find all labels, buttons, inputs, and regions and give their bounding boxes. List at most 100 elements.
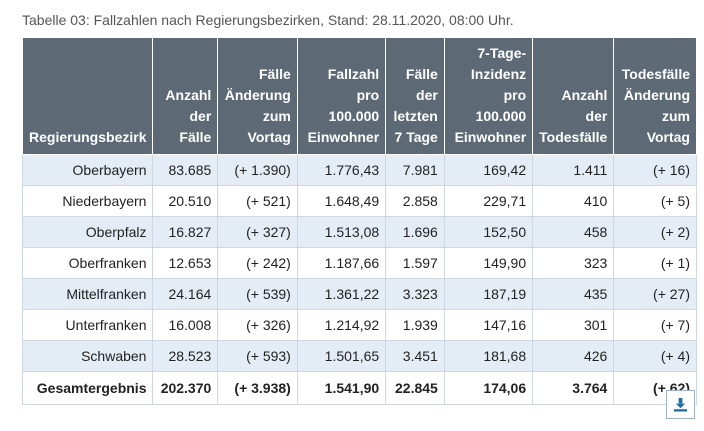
table-row: Oberbayern 83.685 (+ 1.390) 1.776,43 7.9… — [21, 154, 697, 186]
cell-cases-change: (+ 242) — [217, 247, 298, 279]
cell-incidence-7-days: 147,16 — [443, 309, 534, 341]
total-deaths-change: (+ 62) — [613, 371, 697, 405]
cell-deaths-change: (+ 5) — [613, 185, 697, 217]
cell-cases-7-days: 2.858 — [385, 185, 445, 217]
total-deaths: 3.764 — [532, 371, 615, 405]
cell-cases-per-100k: 1.501,65 — [296, 340, 387, 372]
cell-cases: 16.827 — [152, 216, 219, 248]
cell-cases-7-days: 1.696 — [385, 216, 445, 248]
cell-deaths-change: (+ 1) — [613, 247, 697, 279]
col-header-faelle-aenderung[interactable]: Fälle Änderung zum Vortag — [217, 37, 298, 155]
cell-cases: 12.653 — [152, 247, 219, 279]
cell-deaths: 323 — [532, 247, 615, 279]
cell-deaths: 458 — [532, 216, 615, 248]
col-header-line: Änderung — [623, 87, 690, 103]
total-cases-per-100k: 1.541,90 — [296, 371, 387, 405]
col-header-line: Anzahl — [165, 87, 212, 103]
cell-cases-per-100k: 1.776,43 — [296, 154, 387, 186]
cell-cases: 83.685 — [152, 154, 219, 186]
cell-cases: 20.510 — [152, 185, 219, 217]
cell-cases-change: (+ 1.390) — [217, 154, 298, 186]
cell-deaths-change: (+ 4) — [613, 340, 697, 372]
cell-cases: 16.008 — [152, 309, 219, 341]
cell-region: Schwaben — [21, 340, 154, 372]
total-row: Gesamtergebnis 202.370 (+ 3.938) 1.541,9… — [21, 371, 697, 405]
cell-incidence-7-days: 149,90 — [443, 247, 534, 279]
col-header-regierungsbezirk[interactable]: Regierungsbezirk — [21, 37, 154, 155]
col-header-line: Einwohner — [454, 129, 527, 145]
cell-cases-7-days: 1.597 — [385, 247, 445, 279]
cell-deaths-change: (+ 2) — [613, 216, 697, 248]
col-header-line: Regierungsbezirk — [29, 129, 147, 145]
col-header-anzahl-faelle[interactable]: Anzahl der Fälle — [152, 37, 219, 155]
col-header-line: Änderung — [224, 87, 291, 103]
cell-cases-per-100k: 1.214,92 — [296, 309, 387, 341]
cell-cases-change: (+ 326) — [217, 309, 298, 341]
cell-deaths: 426 — [532, 340, 615, 372]
cell-deaths: 410 — [532, 185, 615, 217]
table-row: Oberfranken 12.653 (+ 242) 1.187,66 1.59… — [21, 247, 697, 279]
col-header-line: letzten — [393, 108, 438, 124]
cell-deaths: 435 — [532, 278, 615, 310]
cell-cases-change: (+ 521) — [217, 185, 298, 217]
col-header-todesfaelle[interactable]: Anzahl der Todesfälle — [532, 37, 615, 155]
cell-deaths: 301 — [532, 309, 615, 341]
col-header-line: Todesfälle — [621, 66, 690, 82]
download-icon — [673, 397, 688, 412]
total-cases: 202.370 — [152, 371, 219, 405]
cell-region: Unterfranken — [21, 309, 154, 341]
col-header-fallzahl-pro-100000[interactable]: Fallzahl pro 100.000 Einwohner — [296, 37, 387, 155]
header-row: Regierungsbezirk Anzahl der Fälle Fälle Än… — [21, 37, 697, 155]
cell-deaths: 1.411 — [532, 154, 615, 186]
table-row: Mittelfranken 24.164 (+ 539) 1.361,22 3.… — [21, 278, 697, 310]
cell-region: Oberfranken — [21, 247, 154, 279]
cell-incidence-7-days: 181,68 — [443, 340, 534, 372]
cell-deaths-change: (+ 16) — [613, 154, 697, 186]
cell-incidence-7-days: 187,19 — [443, 278, 534, 310]
total-cases-change: (+ 3.938) — [217, 371, 298, 405]
col-header-line: 7 Tage — [394, 129, 438, 145]
table-row: Oberpfalz 16.827 (+ 327) 1.513,08 1.696 … — [21, 216, 697, 248]
cell-cases-per-100k: 1.513,08 — [296, 216, 387, 248]
col-header-line: zum — [262, 108, 291, 124]
table-row: Niederbayern 20.510 (+ 521) 1.648,49 2.8… — [21, 185, 697, 217]
cell-incidence-7-days: 169,42 — [443, 154, 534, 186]
cell-cases-7-days: 3.451 — [385, 340, 445, 372]
col-header-7-tage-inzidenz[interactable]: 7-Tage- Inzidenz pro 100.000 Einwohner — [443, 37, 534, 155]
col-header-line: der — [416, 87, 438, 103]
cell-incidence-7-days: 152,50 — [443, 216, 534, 248]
case-table: Regierungsbezirk Anzahl der Fälle Fälle Än… — [21, 37, 697, 405]
cell-region: Niederbayern — [21, 185, 154, 217]
cell-cases-per-100k: 1.648,49 — [296, 185, 387, 217]
col-header-line: Vortag — [247, 129, 291, 145]
cell-cases-7-days: 3.323 — [385, 278, 445, 310]
cell-cases-change: (+ 593) — [217, 340, 298, 372]
col-header-faelle-7-tage[interactable]: Fälle der letzten 7 Tage — [385, 37, 445, 155]
table-row: Schwaben 28.523 (+ 593) 1.501,65 3.451 1… — [21, 340, 697, 372]
cell-cases-change: (+ 327) — [217, 216, 298, 248]
col-header-line: Anzahl der — [561, 87, 608, 124]
cell-cases: 28.523 — [152, 340, 219, 372]
col-header-todesfaelle-aenderung[interactable]: Todesfälle Änderung zum Vortag — [613, 37, 697, 155]
total-label: Gesamtergebnis — [21, 371, 154, 405]
cell-cases-per-100k: 1.361,22 — [296, 278, 387, 310]
col-header-line: Fälle — [405, 66, 438, 82]
table-caption: Tabelle 03: Fallzahlen nach Regierungsbe… — [22, 12, 514, 28]
cell-cases-change: (+ 539) — [217, 278, 298, 310]
cell-region: Oberpfalz — [21, 216, 154, 248]
cell-incidence-7-days: 229,71 — [443, 185, 534, 217]
cell-region: Mittelfranken — [21, 278, 154, 310]
cell-cases-7-days: 1.939 — [385, 309, 445, 341]
table-row: Unterfranken 16.008 (+ 326) 1.214,92 1.9… — [21, 309, 697, 341]
col-header-line: Inzidenz pro — [470, 66, 527, 103]
cell-region: Oberbayern — [21, 154, 154, 186]
col-header-line: 7-Tage- — [477, 45, 527, 61]
col-header-line: der Fälle — [179, 108, 212, 145]
col-header-line: 100.000 — [328, 108, 380, 124]
col-header-line: Todesfälle — [539, 129, 608, 145]
cell-deaths-change: (+ 27) — [613, 278, 697, 310]
col-header-line: zum Vortag — [646, 108, 690, 145]
download-button[interactable] — [666, 390, 695, 419]
cell-cases-per-100k: 1.187,66 — [296, 247, 387, 279]
cell-deaths-change: (+ 7) — [613, 309, 697, 341]
